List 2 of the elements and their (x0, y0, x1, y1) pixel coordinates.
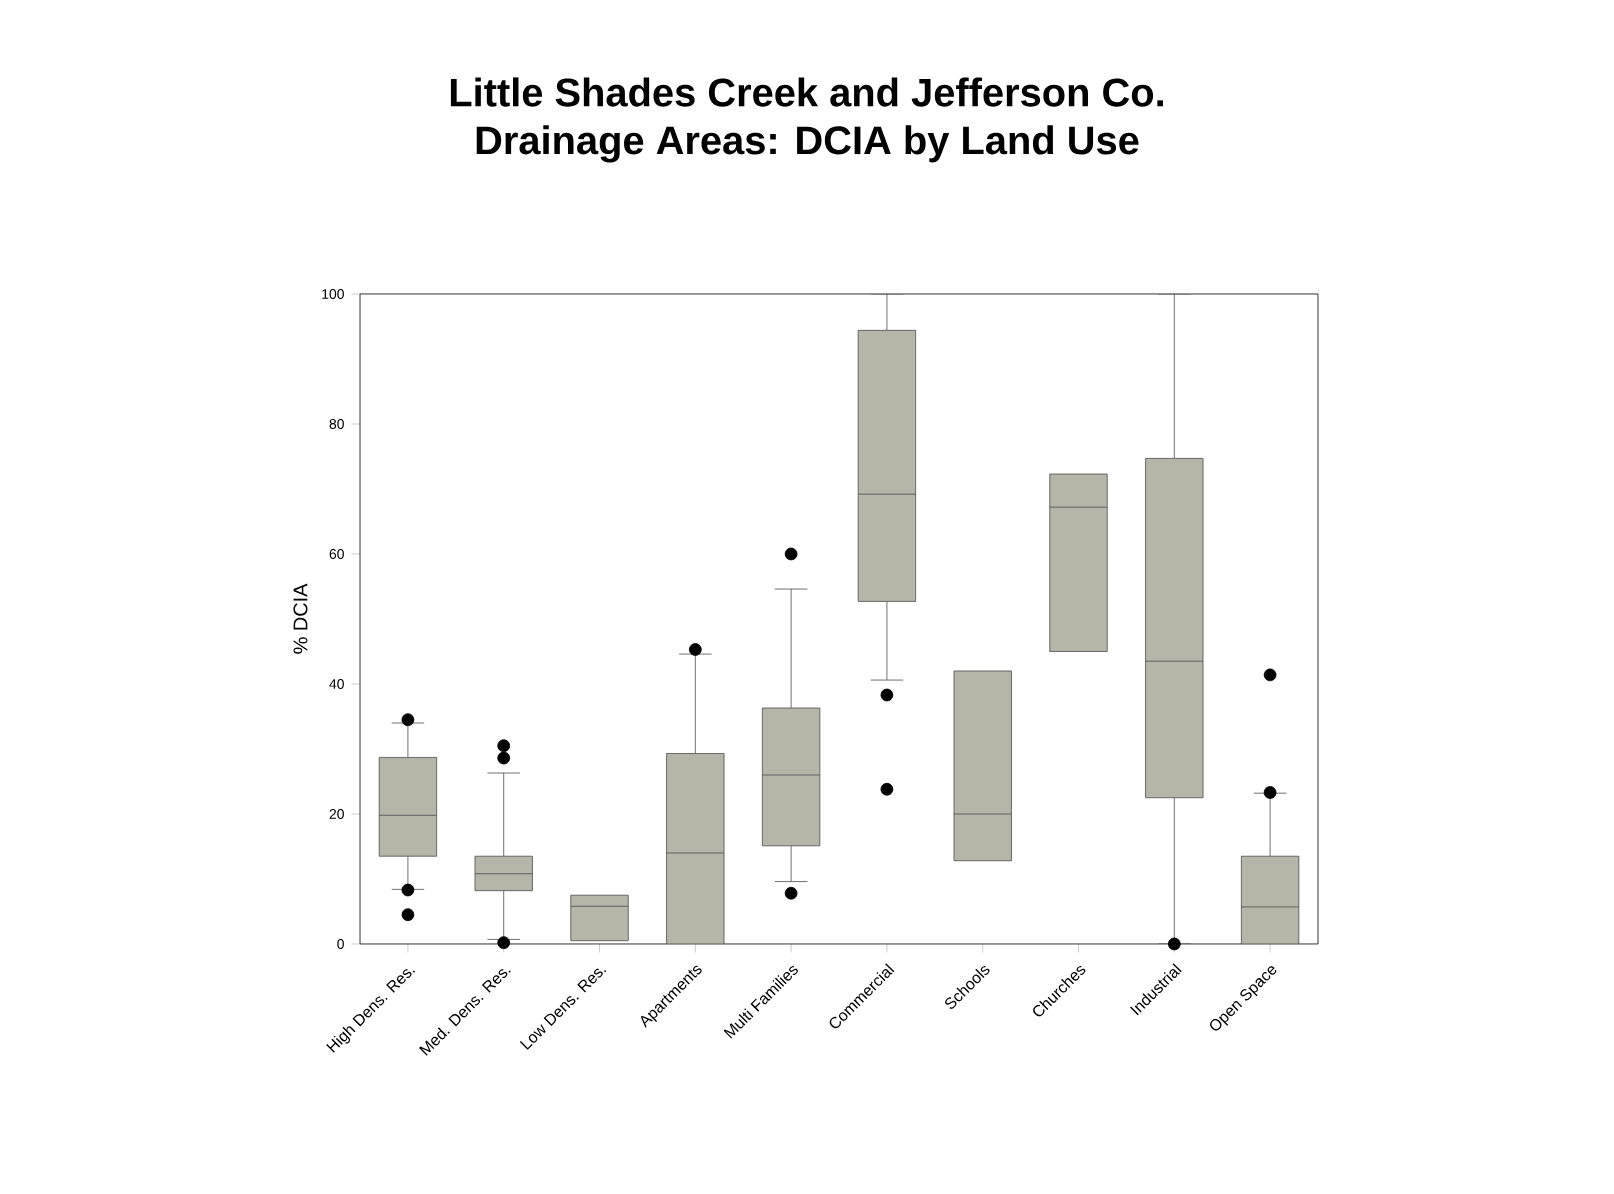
y-axis-title: % DCIA (293, 583, 308, 654)
chart-title: Little Shades Creek and Jefferson Co. Drainage Areas: DCIA by Land Use (450, 77, 1163, 163)
